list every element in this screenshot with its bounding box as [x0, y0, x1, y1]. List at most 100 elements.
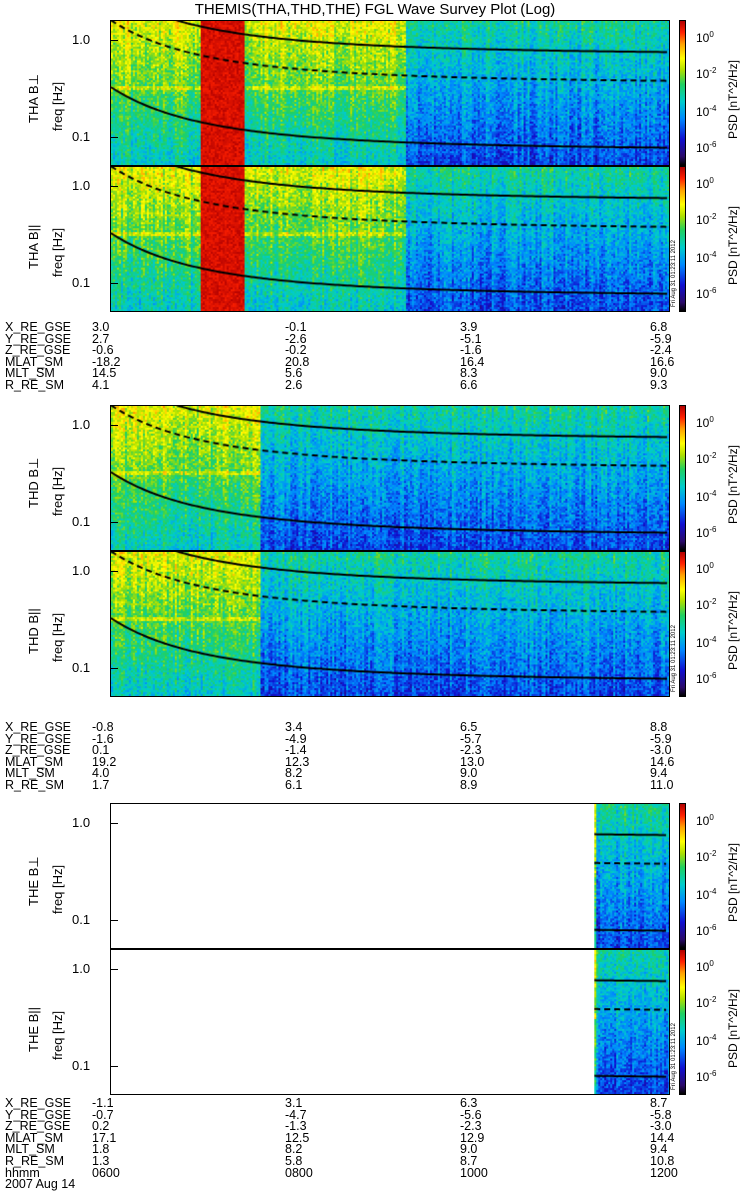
ephemeris-table-tha: X_RE_GSE 3.0 -0.1 3.9 6.8 Y_RE_GSE 2.7 -2.6 -5.1… [0, 320, 720, 392]
colorbar-tick-exponent: 0 [709, 560, 714, 570]
ephemeris-row: X_RE_GSE -1.1 3.1 6.3 8.7 [0, 1096, 720, 1110]
ephemeris-value: -0.7 [92, 1107, 114, 1122]
colorbar-tick-exponent: -6 [709, 525, 717, 535]
y-tick-label: 1.0 [72, 562, 91, 578]
colorbar-tick-label: 10-2 [696, 995, 717, 1011]
ephemeris-row: MLT_SM 4.0 8.2 9.0 9.4 [0, 766, 720, 781]
ephemeris-value: 3.1 [285, 1096, 303, 1110]
colorbar-tick-label: 10-6 [696, 923, 717, 939]
colorbar-tick-exponent: -2 [709, 66, 717, 76]
ephemeris-value: 13.0 [460, 754, 485, 769]
ephemeris-label: Z_RE_GSE [5, 343, 71, 358]
ephemeris-value: 16.4 [460, 354, 485, 369]
ephemeris-label: Y_RE_GSE [5, 731, 72, 746]
ephemeris-value: 5.6 [285, 366, 303, 381]
colorbar-tick-label: 10-2 [696, 597, 717, 613]
ephemeris-value: -0.6 [92, 343, 114, 358]
colorbar-tick-label: 10-6 [696, 140, 717, 156]
ephemeris-label: MLT_SM [5, 366, 55, 381]
ephemeris-value: -5.6 [460, 1107, 482, 1122]
colorbar [679, 405, 686, 551]
ephemeris-label: Z_RE_GSE [5, 743, 71, 758]
colorbar [679, 551, 686, 697]
colorbar-tick-label: 10-2 [696, 66, 717, 82]
colorbar-tick-exponent: -4 [709, 249, 717, 259]
ephemeris-label: X_RE_GSE [5, 720, 72, 734]
ephemeris-value: 8.3 [460, 366, 478, 381]
ephemeris-value: -5.8 [650, 1107, 672, 1122]
colorbar-tick-label: 10-6 [696, 1069, 717, 1085]
ephemeris-value: 11.0 [650, 777, 674, 792]
y-tick-mark [110, 1065, 118, 1067]
spectrogram-canvas [111, 21, 669, 165]
ephemeris-value: 2.6 [285, 377, 303, 392]
ephemeris-row: MLAT_SM -18.2 20.8 16.4 16.6 [0, 354, 720, 369]
ephemeris-value: 4.1 [92, 377, 110, 392]
panel-ylabel: THA B|| [26, 224, 41, 269]
colorbar-tick-exponent: -6 [709, 923, 717, 933]
colorbar-tick-exponent: 0 [709, 958, 714, 968]
ephemeris-value: -1.4 [285, 743, 307, 758]
colorbar-tick-exponent: 0 [709, 812, 714, 822]
colorbar-label: PSD [nT^2/Hz] [726, 60, 740, 139]
ephemeris-value: 9.4 [650, 1142, 668, 1157]
ephemeris-value: -5.9 [650, 331, 672, 346]
ephemeris-value: 1.8 [92, 1142, 110, 1157]
ephemeris-value: -3.0 [650, 1119, 672, 1134]
ephemeris-label: MLT_SM [5, 766, 55, 781]
ephemeris-value: 9.0 [460, 766, 478, 781]
time-axis-label: hhmm [5, 1165, 40, 1180]
colorbar-tick-label: 10-4 [696, 249, 717, 265]
colorbar-tick-exponent: -6 [709, 286, 717, 296]
ephemeris-value: -3.0 [650, 743, 672, 758]
colorbar [679, 20, 686, 166]
y-tick-mark [110, 667, 118, 669]
plot-title: THEMIS(THA,THD,THE) FGL Wave Survey Plot… [194, 1, 556, 18]
timestamp-stamp: Fri Aug 31 01:23:11 2012 [671, 624, 677, 693]
ephemeris-value: -0.1 [285, 320, 307, 334]
colorbar-label: PSD [nT^2/Hz] [726, 843, 740, 922]
ephemeris-value: 14.5 [92, 366, 117, 381]
colorbar [679, 803, 686, 949]
panel-ylabel: THD B⊥ [26, 457, 41, 508]
panel-ylabel: THE B⊥ [26, 856, 41, 906]
colorbar-tick-exponent: -4 [709, 488, 717, 498]
colorbar-tick-exponent: -4 [709, 886, 717, 896]
ephemeris-value: 8.2 [285, 766, 303, 781]
ephemeris-row: MLAT_SM 17.1 12.5 12.9 14.4 [0, 1132, 720, 1145]
ephemeris-value: -0.2 [285, 343, 307, 358]
ephemeris-value: -4.7 [285, 1107, 307, 1122]
ephemeris-value: 6.8 [650, 320, 668, 334]
y-tick-label: 0.1 [72, 659, 91, 675]
colorbar-tick-exponent: 0 [709, 414, 714, 424]
time-tick-label: 0800 [285, 1165, 313, 1180]
ephemeris-row: Z_RE_GSE 0.1 -1.4 -2.3 -3.0 [0, 743, 720, 758]
colorbar-tick-exponent: 0 [709, 175, 714, 185]
colorbar-tick-exponent: -4 [709, 634, 717, 644]
ephemeris-value: -1.6 [92, 731, 114, 746]
y-tick-mark [110, 919, 118, 921]
ephemeris-table-the: X_RE_GSE -1.1 3.1 6.3 8.7 Y_RE_GSE -0.7 -4.7 -5.… [0, 1096, 720, 1191]
ephemeris-label: MLAT_SM [5, 354, 64, 369]
colorbar [679, 949, 686, 1095]
ephemeris-value: -5.7 [460, 731, 482, 746]
colorbar-tick-label: 100 [696, 29, 714, 45]
colorbar-tick-exponent: -6 [709, 140, 717, 150]
panel-freq-label: freq [Hz] [50, 466, 65, 516]
colorbar-tick-label: 10-6 [696, 286, 717, 302]
colorbar-tick-label: 10-2 [696, 212, 717, 228]
ephemeris-value: 9.3 [650, 377, 668, 392]
colorbar [679, 166, 686, 312]
time-tick-label: 1200 [650, 1165, 678, 1180]
ephemeris-value: 9.0 [650, 366, 668, 381]
time-tick-label: 0600 [92, 1165, 120, 1180]
ephemeris-value: 8.7 [650, 1096, 668, 1110]
spectrogram-canvas [111, 804, 669, 948]
ephemeris-value: 3.0 [92, 320, 110, 334]
colorbar-tick-exponent: -2 [709, 597, 717, 607]
date-row: 2007 Aug 14 [0, 1178, 720, 1191]
ephemeris-row: R_RE_SM 1.7 6.1 8.9 11.0 [0, 777, 720, 792]
ephemeris-row: MLAT_SM 19.2 12.3 13.0 14.6 [0, 754, 720, 769]
ephemeris-row: Y_RE_GSE 2.7 -2.6 -5.1 -5.9 [0, 331, 720, 346]
colorbar-tick-label: 100 [696, 812, 714, 828]
